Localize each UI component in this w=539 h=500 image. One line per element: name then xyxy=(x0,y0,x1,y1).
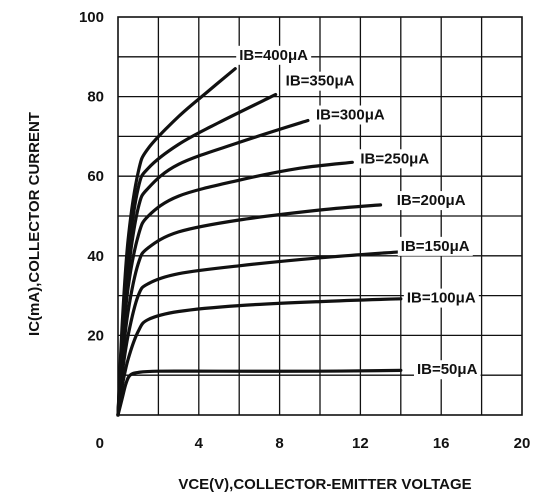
curves xyxy=(116,67,403,417)
curve-label: IB=50μA xyxy=(417,361,478,378)
curve-label-group: IB=350μA xyxy=(282,71,358,91)
curve-label-background xyxy=(393,191,469,211)
curve-label: IB=250μA xyxy=(360,150,429,167)
curve-labels: IB=400μA IB=350μA IB=300μA IB=250μA IB=200μA… xyxy=(236,45,481,380)
x-tick-label: 0 xyxy=(96,435,104,452)
curve-label-background xyxy=(282,71,358,91)
curve-label-group: IB=200μA xyxy=(393,191,469,211)
curve-label: IB=400μA xyxy=(239,47,308,64)
curve-series-1 xyxy=(116,368,403,417)
x-tick-label: 16 xyxy=(433,435,450,452)
curve-series-4 xyxy=(116,203,383,417)
curve-label-group: IB=100μA xyxy=(403,288,479,308)
y-tick-label: 60 xyxy=(87,168,104,185)
x-tick-label: 4 xyxy=(195,435,204,452)
curve-label-background xyxy=(413,360,481,380)
curve-series-2 xyxy=(116,297,403,417)
y-tick-label: 20 xyxy=(87,327,104,344)
curve-label-background xyxy=(236,45,312,65)
curve-label-group: IB=50μA xyxy=(413,360,481,380)
curve-label-background xyxy=(312,105,388,125)
curve-label-background xyxy=(357,149,433,169)
y-tick-label: 40 xyxy=(87,248,104,265)
x-tick-label: 12 xyxy=(352,435,369,452)
curve-label-background xyxy=(397,236,473,256)
curve-label: IB=150μA xyxy=(401,238,470,255)
curve-label-group: IB=400μA xyxy=(236,45,312,65)
curve-label: IB=350μA xyxy=(286,73,355,90)
curve-label-group: IB=250μA xyxy=(357,149,433,169)
plot-frame xyxy=(117,16,523,416)
tick-labels: 20 40 60 80 100 0 4 8 12 16 20 xyxy=(79,9,530,452)
curve-label: IB=200μA xyxy=(397,192,466,209)
curve-label-background xyxy=(403,288,479,308)
curve-series-3 xyxy=(116,250,403,417)
x-tick-label: 8 xyxy=(275,435,283,452)
y-tick-label: 100 xyxy=(79,9,104,26)
curve-series-8 xyxy=(116,67,237,417)
y-tick-label: 80 xyxy=(87,89,104,106)
curve-label: IB=300μA xyxy=(316,107,385,124)
curve-label-group: IB=300μA xyxy=(312,105,388,125)
x-tick-label: 20 xyxy=(514,435,531,452)
curve-label-group: IB=150μA xyxy=(397,236,473,256)
curve-label: IB=100μA xyxy=(407,290,476,307)
x-axis-label: VCE(V),COLLECTOR-EMITTER VOLTAGE xyxy=(178,476,471,493)
y-axis-label: IC(mA),COLLECTOR CURRENT xyxy=(26,112,43,336)
curve-series-5 xyxy=(116,160,354,417)
